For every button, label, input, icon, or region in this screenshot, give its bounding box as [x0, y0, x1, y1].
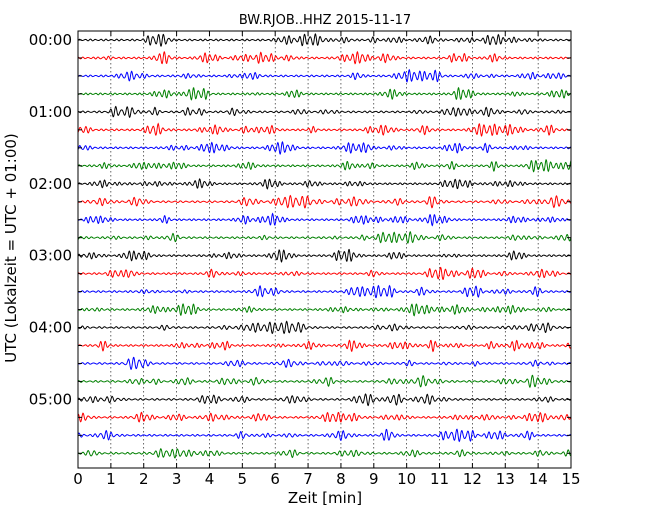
x-tick-label: 10: [397, 470, 416, 488]
y-axis-label: UTC (Lokalzeit = UTC + 01:00): [2, 133, 20, 363]
trace-line: [77, 411, 572, 423]
y-tick-label: 02:00: [29, 175, 72, 193]
plot-frame: [77, 30, 572, 469]
plot-area: [78, 31, 571, 468]
x-tick-label: 15: [561, 470, 580, 488]
y-tick-label: 03:00: [29, 247, 72, 265]
trace-line: [77, 33, 572, 47]
x-tick-label: 4: [205, 470, 215, 488]
x-axis-label: Zeit [min]: [288, 489, 362, 507]
trace-line: [77, 428, 572, 443]
x-tick-label: 8: [336, 470, 346, 488]
chart-title: BW.RJOB..HHZ 2015-11-17: [239, 13, 411, 28]
trace-line: [77, 50, 572, 65]
trace-line: [77, 320, 572, 335]
trace-line: [77, 212, 572, 227]
x-tick-label: 12: [463, 470, 482, 488]
trace-line: [77, 303, 572, 317]
x-tick-label: 2: [139, 470, 149, 488]
x-tick-label: 9: [369, 470, 379, 488]
y-tick-label: 00:00: [29, 31, 72, 49]
x-tick-label: 11: [430, 470, 449, 488]
trace-line: [77, 393, 572, 407]
x-tick-label: 7: [303, 470, 313, 488]
trace-line: [77, 159, 572, 173]
grid-layer: [110, 31, 539, 468]
y-tick-label: 01:00: [29, 103, 72, 121]
trace-line: [77, 178, 572, 190]
trace-line: [77, 248, 572, 263]
trace-line: [77, 140, 572, 156]
trace-line: [77, 105, 572, 119]
y-tick-label: 05:00: [29, 390, 72, 408]
x-tick-label: 0: [73, 470, 83, 488]
trace-line: [77, 194, 572, 209]
x-tick-label: 14: [529, 470, 548, 488]
trace-line: [77, 447, 572, 459]
y-tick-label: 04:00: [29, 319, 72, 337]
trace-line: [77, 122, 572, 137]
trace-line: [77, 68, 572, 83]
trace-line: [77, 374, 572, 389]
trace-line: [77, 356, 572, 370]
x-tick-label: 13: [496, 470, 515, 488]
traces-layer: [77, 33, 572, 459]
x-tick-label: 1: [106, 470, 116, 488]
x-tick-label: 3: [172, 470, 182, 488]
x-axis: 0 1 2 3 4 5 6 7 8 9 10 11 12 13 14 15: [73, 31, 581, 488]
y-axis: 00:00 01:00 02:00 03:00 04:00 05:00: [29, 31, 571, 454]
trace-line: [77, 230, 572, 244]
trace-line: [77, 284, 572, 299]
x-tick-label: 5: [238, 470, 248, 488]
trace-line: [77, 266, 572, 281]
trace-line: [77, 86, 572, 101]
trace-line: [77, 339, 572, 353]
x-tick-label: 6: [270, 470, 280, 488]
